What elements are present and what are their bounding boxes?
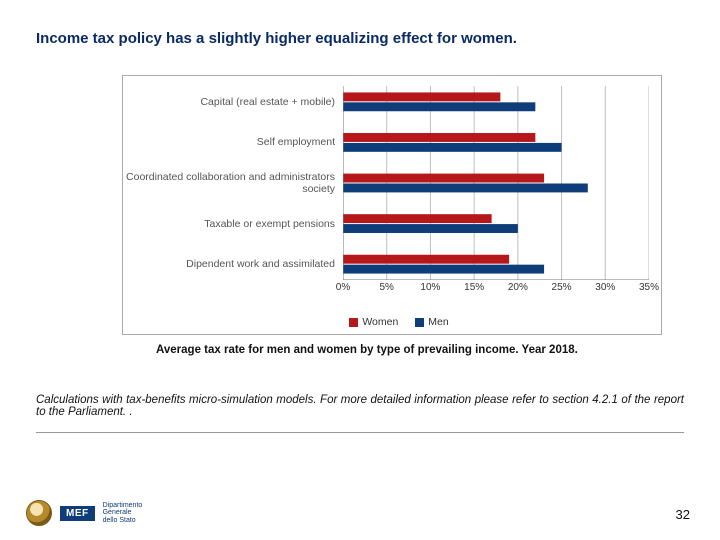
dept-line1: Dipartimento	[103, 502, 143, 509]
legend-swatch-women	[349, 318, 358, 327]
bar-women	[343, 174, 544, 183]
legend: Women Men	[123, 316, 661, 328]
dept-line3: dello Stato	[103, 517, 143, 524]
emblem-icon	[26, 500, 52, 526]
plot-area	[343, 86, 649, 280]
footnote: Calculations with tax-benefits micro-sim…	[36, 394, 684, 418]
legend-label-women: Women	[362, 316, 398, 328]
legend-label-men: Men	[428, 316, 448, 328]
bar-men	[343, 143, 562, 152]
dept-line2: Generale	[103, 509, 143, 516]
bar-men	[343, 183, 588, 192]
bar-men	[343, 224, 518, 233]
bar-men	[343, 102, 535, 111]
x-tick-label: 20%	[508, 282, 528, 293]
y-category-label: Taxable or exempt pensions	[123, 218, 335, 230]
x-tick-label: 25%	[552, 282, 572, 293]
bar-women	[343, 255, 509, 264]
x-tick-label: 10%	[420, 282, 440, 293]
divider	[36, 432, 684, 433]
bar-women	[343, 214, 492, 223]
bars	[343, 92, 588, 273]
x-tick-label: 5%	[379, 282, 393, 293]
x-tick-label: 30%	[595, 282, 615, 293]
axis	[343, 86, 649, 280]
y-category-label: Capital (real estate + mobile)	[123, 96, 335, 108]
y-category-label: Coordinated collaboration and administra…	[123, 171, 335, 195]
y-axis-labels: Capital (real estate + mobile) Self emplo…	[123, 86, 339, 280]
mef-logo: MEF	[60, 506, 95, 521]
bar-men	[343, 265, 544, 274]
y-category-label: Self employment	[123, 136, 335, 148]
page-title: Income tax policy has a slightly higher …	[36, 30, 684, 47]
page-number: 32	[676, 507, 690, 522]
chart-caption: Average tax rate for men and women by ty…	[156, 343, 656, 358]
bar-women	[343, 92, 500, 101]
x-tick-label: 15%	[464, 282, 484, 293]
dept-text: Dipartimento Generale dello Stato	[103, 502, 143, 524]
chart-svg	[343, 86, 649, 280]
x-tick-label: 35%	[639, 282, 659, 293]
x-tick-label: 0%	[336, 282, 350, 293]
bar-women	[343, 133, 535, 142]
slide: Income tax policy has a slightly higher …	[0, 0, 720, 540]
y-category-label: Dipendent work and assimilated	[123, 258, 335, 270]
footer-logos: MEF Dipartimento Generale dello Stato	[26, 500, 142, 526]
x-axis-labels: 0%5%10%15%20%25%30%35%	[343, 282, 649, 296]
gridlines	[343, 86, 649, 280]
legend-swatch-men	[415, 318, 424, 327]
tax-rate-chart: Capital (real estate + mobile) Self emplo…	[122, 75, 662, 335]
